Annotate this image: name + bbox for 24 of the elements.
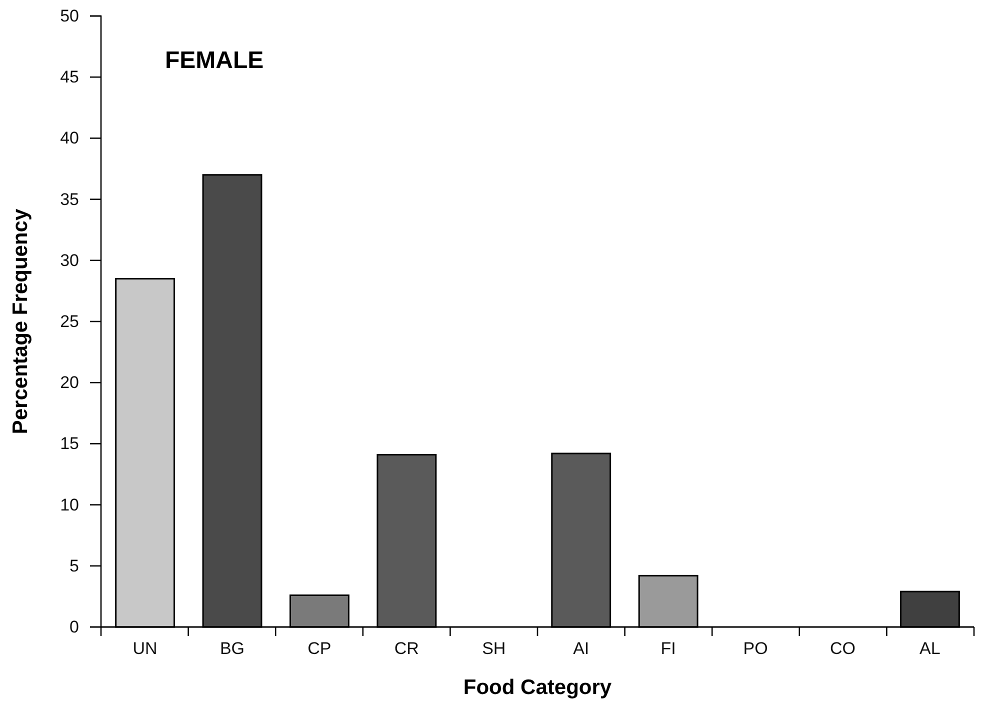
x-tick-label: FI xyxy=(660,639,676,658)
y-tick-label: 20 xyxy=(60,373,79,392)
y-tick-label: 40 xyxy=(60,128,79,148)
y-tick-label: 45 xyxy=(60,68,79,87)
x-tick-label: CR xyxy=(394,639,419,658)
y-tick-label: 25 xyxy=(60,312,79,331)
x-tick-label: BG xyxy=(220,639,245,658)
text: FEMALE xyxy=(165,47,264,74)
y-tick-label: 0 xyxy=(70,617,79,636)
x-tick-label: AL xyxy=(920,639,940,658)
y-tick-label: 5 xyxy=(70,556,79,576)
y-axis-title: Percentage Frequency xyxy=(9,208,32,434)
y-tick-label: 30 xyxy=(60,250,79,270)
x-tick-label: CO xyxy=(830,639,856,658)
x-tick-label: SH xyxy=(482,639,506,658)
x-tick-label: PO xyxy=(743,639,768,658)
x-axis-title: Food Category xyxy=(463,676,612,699)
x-tick-label: UN xyxy=(132,639,158,658)
y-tick-label: 10 xyxy=(60,495,79,514)
y-tick-label: 50 xyxy=(60,6,79,26)
x-tick-label: CP xyxy=(308,639,332,658)
y-tick-label: 35 xyxy=(60,190,79,209)
y-tick-label: 15 xyxy=(60,434,79,454)
x-tick-label: AI xyxy=(573,639,590,658)
